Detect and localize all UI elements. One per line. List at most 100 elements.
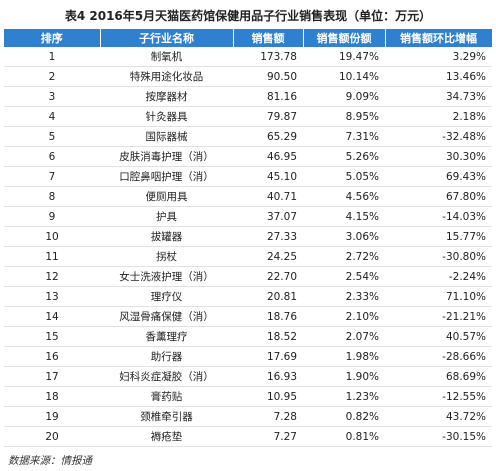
data-table: 排序 子行业名称 销售额 销售额份额 销售额环比增幅 1 制氧机 173.78 19.47% 3… bbox=[4, 29, 493, 447]
table-cell: 1.90% bbox=[303, 366, 385, 387]
column-header: 销售额环比增幅 bbox=[385, 29, 493, 47]
table-cell: 90.50 bbox=[233, 66, 303, 87]
table-cell: 妇科炎症凝胶（消） bbox=[100, 366, 233, 387]
table-cell: 15 bbox=[4, 326, 100, 347]
table-cell: 2 bbox=[4, 66, 100, 87]
table-cell: 79.87 bbox=[233, 106, 303, 127]
table-row: 15 香薰理疗 18.52 2.07% 40.57% bbox=[4, 326, 492, 347]
column-header: 子行业名称 bbox=[100, 29, 234, 47]
table-cell: -30.15% bbox=[385, 426, 492, 447]
table-cell: 27.33 bbox=[233, 226, 303, 247]
table-cell: 40.57% bbox=[385, 326, 492, 347]
table-row: 16 助行器 17.69 1.98% -28.66% bbox=[4, 346, 492, 367]
table-cell: 4.56% bbox=[303, 186, 385, 207]
table-row: 18 膏药贴 10.95 1.23% -12.55% bbox=[4, 386, 492, 407]
table-cell: -12.55% bbox=[385, 386, 492, 407]
table-cell: 15.77% bbox=[385, 226, 492, 247]
table-cell: 按摩器材 bbox=[100, 86, 233, 107]
column-header: 销售额份额 bbox=[303, 29, 386, 47]
table-cell: -28.66% bbox=[385, 346, 492, 367]
table-cell: 10.14% bbox=[303, 66, 385, 87]
table-row: 2 特殊用途化妆品 90.50 10.14% 13.46% bbox=[4, 66, 492, 87]
table-cell: 7.28 bbox=[233, 406, 303, 427]
table-cell: 0.81% bbox=[303, 426, 385, 447]
table-cell: 助行器 bbox=[100, 346, 233, 367]
table-cell: 1.98% bbox=[303, 346, 385, 367]
table-cell: 45.10 bbox=[233, 166, 303, 187]
table-cell: 13 bbox=[4, 286, 100, 307]
table-cell: 11 bbox=[4, 246, 100, 267]
source-note: 数据来源：情报通 bbox=[8, 455, 92, 467]
table-cell: 便厕用具 bbox=[100, 186, 233, 207]
table-cell: 20.81 bbox=[233, 286, 303, 307]
table-cell: 10.95 bbox=[233, 386, 303, 407]
table-row: 6 皮肤消毒护理（消） 46.95 5.26% 30.30% bbox=[4, 146, 492, 167]
table-row: 11 拐杖 24.25 2.72% -30.80% bbox=[4, 246, 492, 267]
table-cell: 20 bbox=[4, 426, 100, 447]
table-cell: 2.10% bbox=[303, 306, 385, 327]
table-cell: 65.29 bbox=[233, 126, 303, 147]
table-row: 13 理疗仪 20.81 2.33% 71.10% bbox=[4, 286, 492, 307]
table-cell: 香薰理疗 bbox=[100, 326, 233, 347]
table-cell: 特殊用途化妆品 bbox=[100, 66, 233, 87]
table-cell: 1.23% bbox=[303, 386, 385, 407]
table-cell: 风湿骨痛保健（消） bbox=[100, 306, 233, 327]
table-cell: 7 bbox=[4, 166, 100, 187]
table-cell: 17 bbox=[4, 366, 100, 387]
table-cell: -21.21% bbox=[385, 306, 492, 327]
table-cell: 5.26% bbox=[303, 146, 385, 167]
table-cell: 护具 bbox=[100, 206, 233, 227]
table-cell: 2.33% bbox=[303, 286, 385, 307]
table-cell: 皮肤消毒护理（消） bbox=[100, 146, 233, 167]
table-cell: 22.70 bbox=[233, 266, 303, 287]
table-row: 12 女士洗液护理（消） 22.70 2.54% -2.24% bbox=[4, 266, 492, 287]
table-cell: 8.95% bbox=[303, 106, 385, 127]
table-row: 8 便厕用具 40.71 4.56% 67.80% bbox=[4, 186, 492, 207]
table-cell: 0.82% bbox=[303, 406, 385, 427]
table-cell: 4 bbox=[4, 106, 100, 127]
table-cell: 女士洗液护理（消） bbox=[100, 266, 233, 287]
table-cell: 制氧机 bbox=[100, 47, 233, 67]
header-row: 排序 子行业名称 销售额 销售额份额 销售额环比增幅 bbox=[4, 29, 493, 47]
table-cell: 16.93 bbox=[233, 366, 303, 387]
table-row: 9 护具 37.07 4.15% -14.03% bbox=[4, 206, 492, 227]
table-cell: 17.69 bbox=[233, 346, 303, 367]
table-cell: 5.05% bbox=[303, 166, 385, 187]
table-cell: 4.15% bbox=[303, 206, 385, 227]
table-row: 4 针灸器具 79.87 8.95% 2.18% bbox=[4, 106, 492, 127]
column-header: 销售额 bbox=[233, 29, 304, 47]
table-cell: 71.10% bbox=[385, 286, 492, 307]
table-row: 7 口腔鼻咽护理（消） 45.10 5.05% 69.43% bbox=[4, 166, 492, 187]
table-cell: 口腔鼻咽护理（消） bbox=[100, 166, 233, 187]
table-cell: 18 bbox=[4, 386, 100, 407]
table-row: 10 拔罐器 27.33 3.06% 15.77% bbox=[4, 226, 492, 247]
table-cell: 国际器械 bbox=[100, 126, 233, 147]
table-cell: 24.25 bbox=[233, 246, 303, 267]
table-cell: 膏药贴 bbox=[100, 386, 233, 407]
table-cell: 19 bbox=[4, 406, 100, 427]
table-cell: 69.43% bbox=[385, 166, 492, 187]
table-cell: 3 bbox=[4, 86, 100, 107]
table-row: 5 国际器械 65.29 7.31% -32.48% bbox=[4, 126, 492, 147]
table-cell: 34.73% bbox=[385, 86, 492, 107]
table-cell: 3.06% bbox=[303, 226, 385, 247]
table-cell: 9 bbox=[4, 206, 100, 227]
table-cell: 5 bbox=[4, 126, 100, 147]
table-row: 1 制氧机 173.78 19.47% 3.29% bbox=[4, 47, 492, 67]
table-cell: 10 bbox=[4, 226, 100, 247]
column-header: 排序 bbox=[4, 29, 101, 47]
table-cell: 68.69% bbox=[385, 366, 492, 387]
table-cell: 2.54% bbox=[303, 266, 385, 287]
table-row: 19 颈椎牵引器 7.28 0.82% 43.72% bbox=[4, 406, 492, 427]
table-cell: 18.76 bbox=[233, 306, 303, 327]
table-cell: 81.16 bbox=[233, 86, 303, 107]
table-row: 17 妇科炎症凝胶（消） 16.93 1.90% 68.69% bbox=[4, 366, 492, 387]
table-cell: 拔罐器 bbox=[100, 226, 233, 247]
table-cell: 2.72% bbox=[303, 246, 385, 267]
table-cell: 67.80% bbox=[385, 186, 492, 207]
table-cell: 针灸器具 bbox=[100, 106, 233, 127]
table-cell: 8 bbox=[4, 186, 100, 207]
table-cell: 拐杖 bbox=[100, 246, 233, 267]
table-cell: -32.48% bbox=[385, 126, 492, 147]
